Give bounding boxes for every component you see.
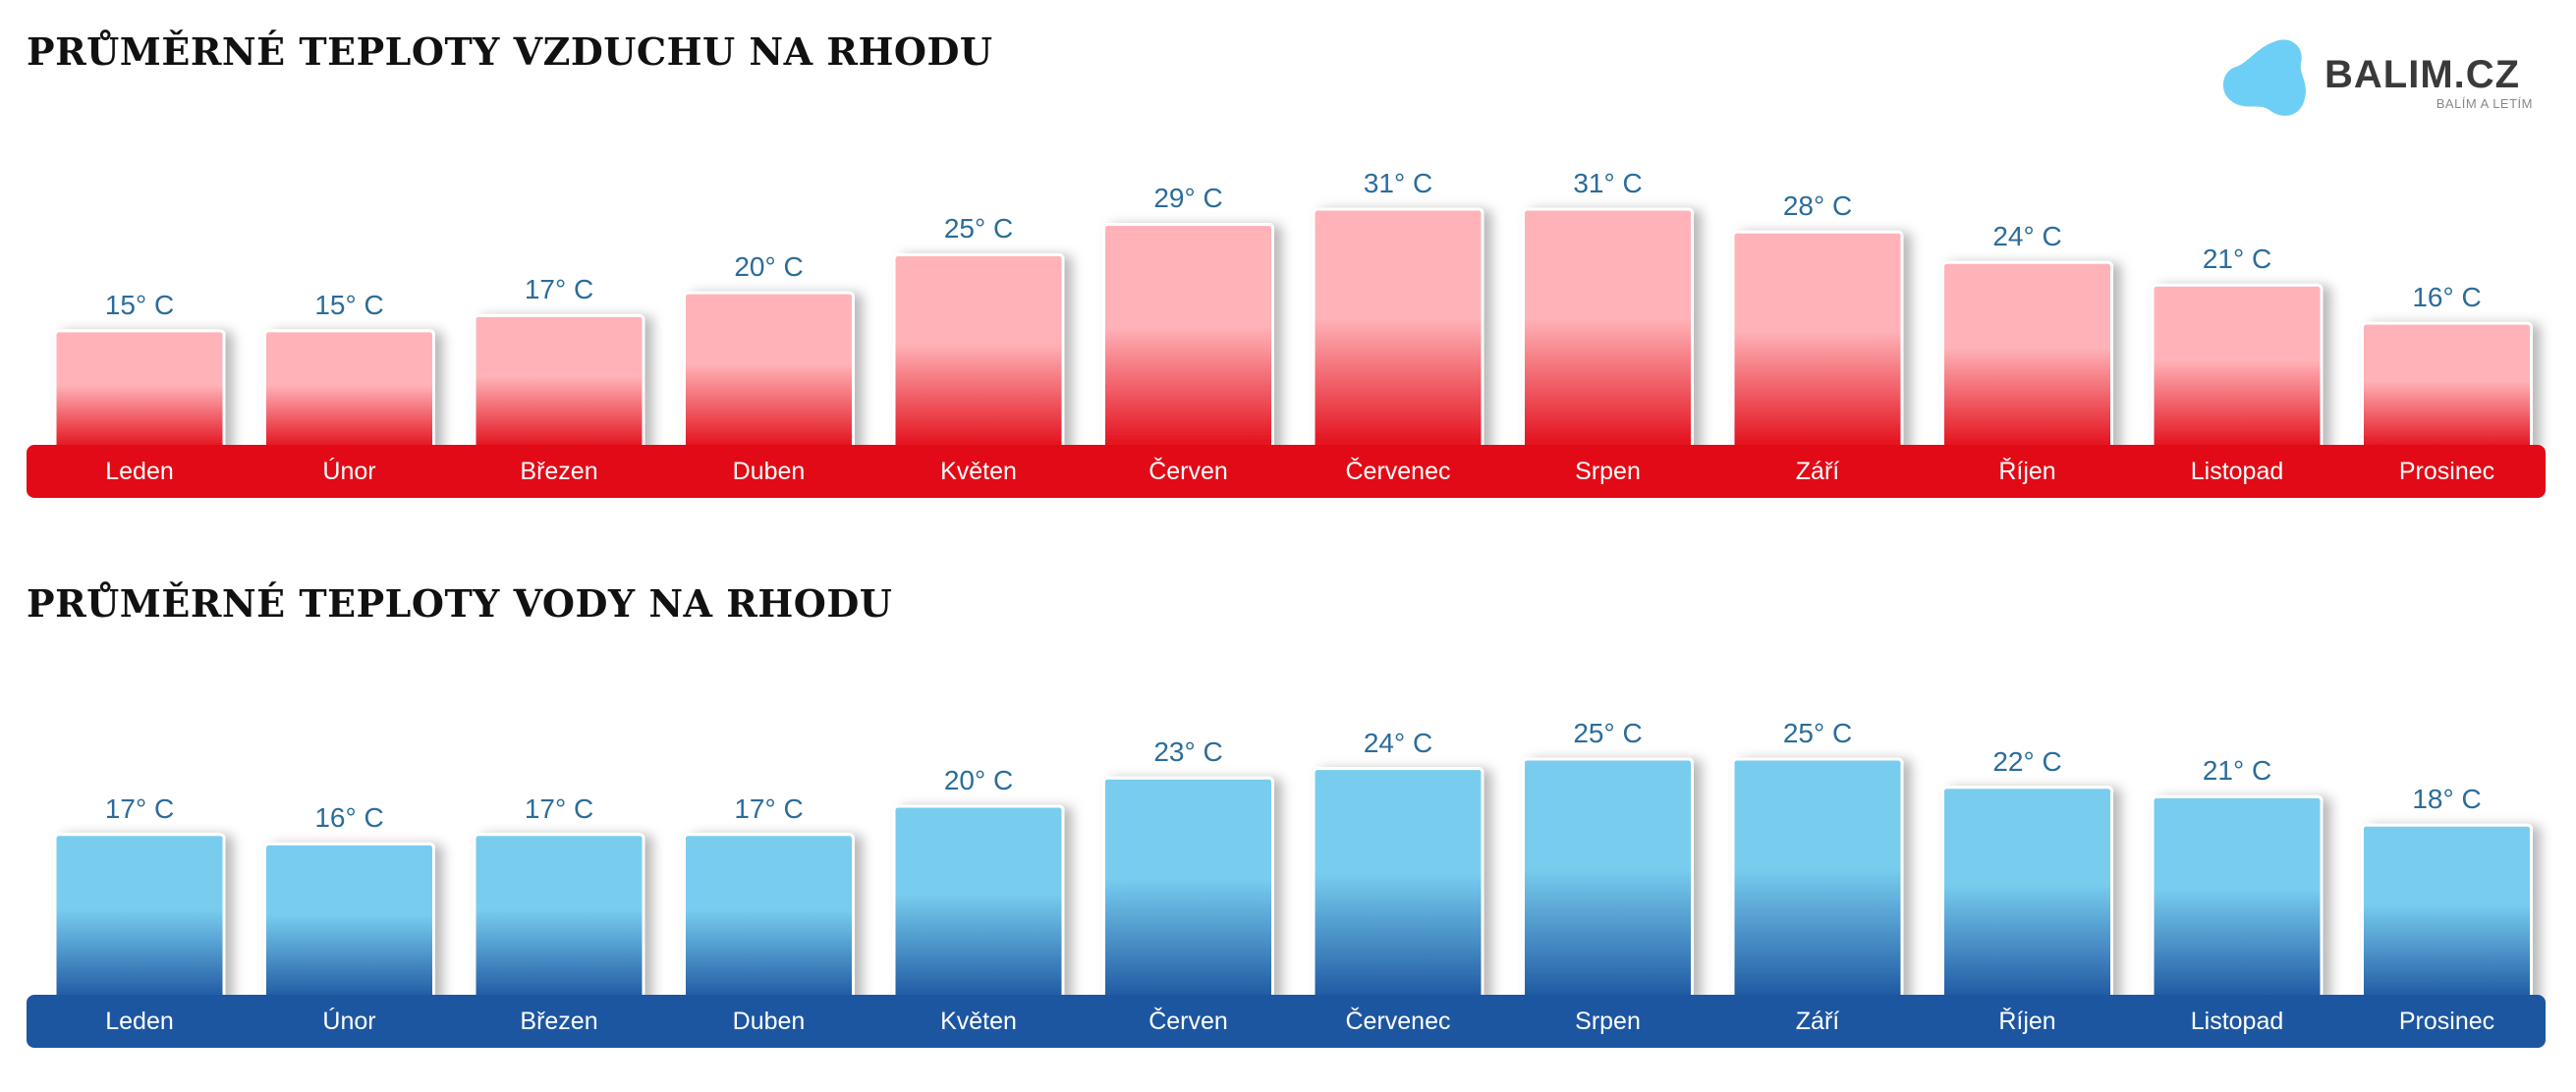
air-bar-červen — [1102, 222, 1274, 453]
water-bar-listopad — [2151, 794, 2324, 1003]
air-bar-listopad — [2151, 283, 2324, 453]
air-value-label: 24° C — [1992, 221, 2062, 252]
air-month-label: Listopad — [2190, 458, 2284, 485]
water-month-label: Říjen — [1998, 1008, 2056, 1035]
air-value-label: 15° C — [104, 289, 175, 320]
air-value-label: 28° C — [1782, 191, 1853, 222]
air-bar-březen — [473, 313, 645, 453]
water-bar-srpen — [1522, 757, 1694, 1003]
water-bar-duben — [683, 833, 855, 1003]
air-month-label: Leden — [105, 458, 174, 485]
air-month-label: Březen — [520, 458, 598, 485]
air-month-label: Únor — [322, 458, 376, 485]
water-value-label: 17° C — [104, 792, 175, 824]
water-value-label: 25° C — [1573, 718, 1643, 748]
air-value-label: 16° C — [2412, 282, 2482, 313]
water-value-label: 23° C — [1153, 737, 1223, 768]
water-bar-říjen — [1941, 786, 2113, 1003]
air-month-band — [27, 445, 2546, 498]
water-value-label: 22° C — [1992, 745, 2062, 777]
air-bar-leden — [53, 329, 226, 453]
air-month-label: Říjen — [1998, 458, 2056, 485]
water-value-label: 17° C — [734, 792, 804, 824]
air-value-label: 25° C — [943, 213, 1014, 245]
water-month-band — [27, 995, 2546, 1048]
water-month-label: Červen — [1148, 1008, 1228, 1035]
water-bar-prosinec — [2361, 823, 2533, 1003]
air-month-label: Září — [1795, 458, 1840, 485]
air-month-label: Červenec — [1345, 458, 1451, 485]
air-value-label: 31° C — [1363, 168, 1433, 198]
balim-logo[interactable]: BALIM.CZ BALÍM A LETÍM — [2218, 33, 2533, 132]
water-month-label: Srpen — [1575, 1008, 1641, 1035]
water-bar-leden — [53, 833, 226, 1003]
air-month-label: Květen — [940, 458, 1017, 485]
air-value-label: 17° C — [524, 274, 594, 305]
air-bar-září — [1731, 230, 1904, 453]
air-chart-title: PRŮMĚRNÉ TEPLOTY VZDUCHU NA RHODU — [27, 29, 993, 74]
water-bar-červen — [1102, 776, 1274, 1003]
water-month-label: Únor — [322, 1008, 376, 1035]
water-value-label: 21° C — [2202, 755, 2272, 787]
air-bar-květen — [892, 252, 1065, 453]
water-month-label: Červenec — [1345, 1008, 1451, 1035]
air-bar-červenec — [1312, 207, 1484, 453]
air-value-label: 15° C — [314, 289, 384, 320]
water-value-label: 25° C — [1782, 718, 1853, 748]
air-month-label: Srpen — [1575, 458, 1641, 485]
air-temperature-chart: Leden Únor Březen Duben Květen Červen Červenec… — [0, 147, 2576, 511]
water-month-label: Březen — [520, 1008, 598, 1035]
water-chart-svg — [53, 757, 2533, 1003]
air-month-label: Duben — [732, 458, 806, 485]
air-bar-srpen — [1522, 207, 1694, 453]
water-month-label: Květen — [940, 1008, 1017, 1035]
water-value-label: 20° C — [943, 765, 1014, 795]
air-month-label: Červen — [1148, 458, 1228, 485]
water-value-label: 17° C — [524, 792, 594, 824]
water-bar-září — [1731, 757, 1904, 1003]
air-bar-únor — [263, 329, 435, 453]
air-bar-prosinec — [2361, 321, 2533, 453]
water-bar-únor — [263, 842, 435, 1003]
logo-name: BALIM.CZ — [2324, 53, 2521, 96]
logo-tagline: BALÍM A LETÍM — [2436, 96, 2533, 111]
water-value-label: 18° C — [2412, 784, 2482, 815]
water-chart-title: PRŮMĚRNÉ TEPLOTY VODY NA RHODU — [27, 581, 893, 626]
water-temperature-chart: Leden Únor Březen Duben Květen Červen Červenec… — [0, 697, 2576, 1061]
water-month-label: Prosinec — [2398, 1008, 2495, 1035]
water-month-label: Leden — [105, 1008, 174, 1035]
air-value-label: 29° C — [1153, 183, 1223, 214]
air-chart-svg — [53, 207, 2533, 453]
air-value-label: 21° C — [2202, 244, 2272, 275]
water-value-label: 24° C — [1363, 727, 1433, 758]
water-bar-květen — [892, 804, 1065, 1003]
water-bar-červenec — [1312, 767, 1484, 1003]
air-bar-duben — [683, 291, 855, 453]
air-bar-říjen — [1941, 260, 2113, 453]
air-value-label: 31° C — [1573, 168, 1643, 198]
water-month-label: Září — [1795, 1008, 1840, 1035]
water-month-label: Listopad — [2190, 1008, 2284, 1035]
water-bar-březen — [473, 833, 645, 1003]
air-month-label: Prosinec — [2398, 458, 2495, 485]
blob-logo-icon — [2222, 39, 2306, 116]
air-value-label: 20° C — [734, 251, 804, 283]
water-value-label: 16° C — [314, 802, 384, 834]
water-month-label: Duben — [732, 1008, 806, 1035]
